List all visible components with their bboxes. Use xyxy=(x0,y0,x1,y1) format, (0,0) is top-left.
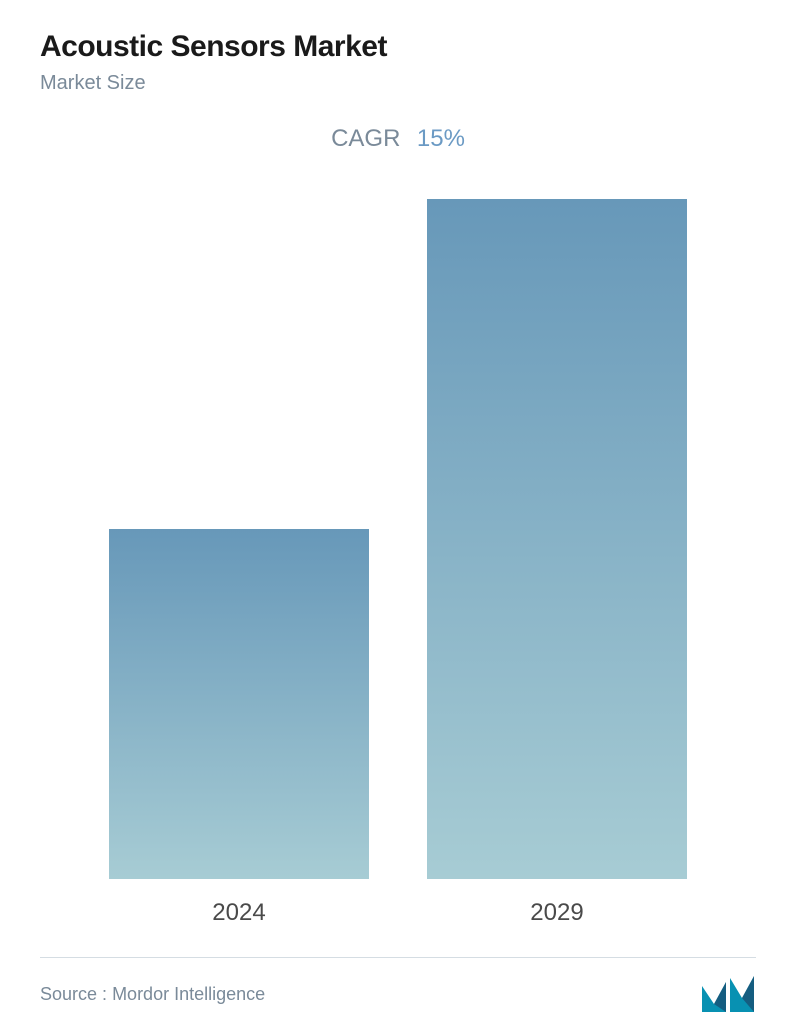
page-title: Acoustic Sensors Market xyxy=(40,30,756,64)
source-text: Source : Mordor Intelligence xyxy=(40,984,265,1005)
source-name: Mordor Intelligence xyxy=(112,984,265,1004)
mordor-logo-icon xyxy=(700,974,756,1014)
chart-area: 2024 2029 xyxy=(40,193,756,927)
footer: Source : Mordor Intelligence xyxy=(40,957,756,1014)
bar-1 xyxy=(427,199,687,879)
bar-label-0: 2024 xyxy=(212,899,265,927)
bar-group-0: 2024 xyxy=(109,529,369,927)
source-label: Source : xyxy=(40,984,107,1004)
page-subtitle: Market Size xyxy=(40,72,756,95)
bar-label-1: 2029 xyxy=(530,899,583,927)
bar-0 xyxy=(109,529,369,879)
cagr-value: 15% xyxy=(417,125,465,152)
cagr-row: CAGR 15% xyxy=(40,125,756,153)
chart-container: Acoustic Sensors Market Market Size CAGR… xyxy=(0,0,796,1034)
cagr-label: CAGR xyxy=(331,125,400,152)
bar-group-1: 2029 xyxy=(427,199,687,927)
